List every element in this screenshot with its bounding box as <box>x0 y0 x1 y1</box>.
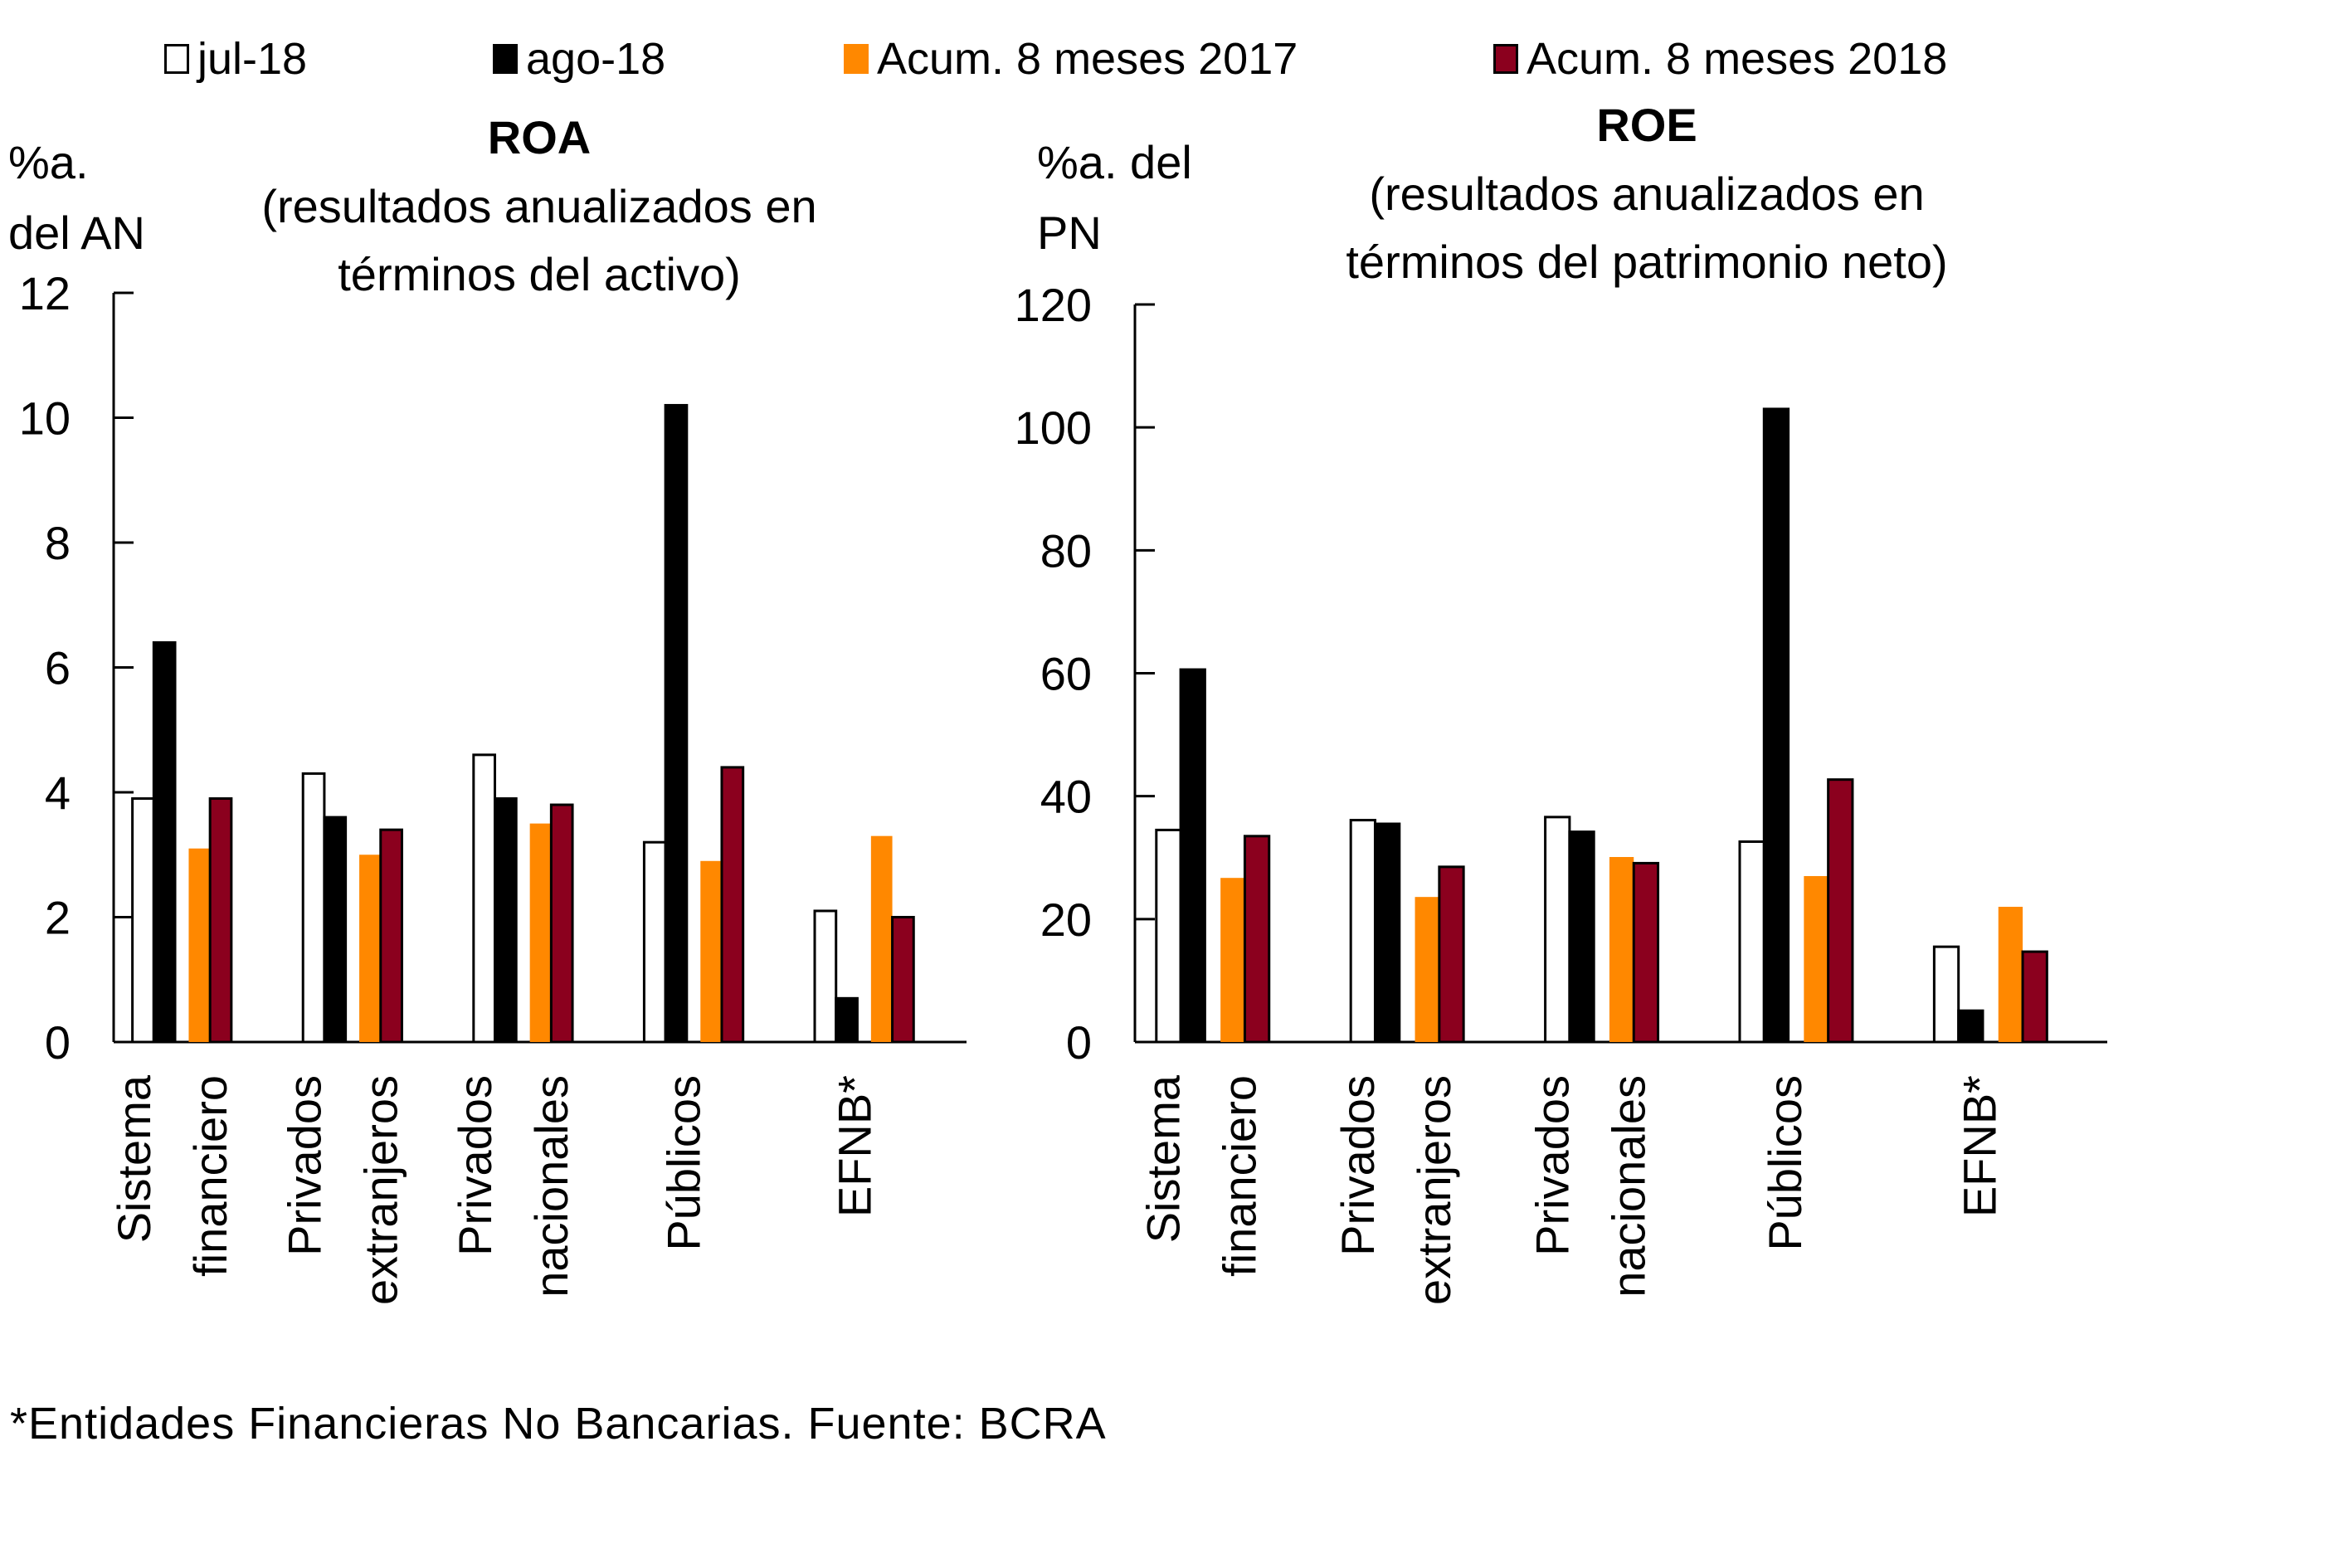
legend-item-acum-2017: Acum. 8 meses 2017 <box>844 33 1298 85</box>
roe-bar-acum-2018 <box>2021 950 2048 1044</box>
roe-bar-acum-2017 <box>1415 897 1439 1042</box>
roe-y-axis-label: %a. del <box>1037 136 1192 188</box>
roa-bar-acum-2017 <box>529 823 552 1042</box>
roa-bar-jul-18 <box>301 772 326 1044</box>
legend: jul-18 ago-18 Acum. 8 meses 2017 Acum. 8… <box>0 33 2352 91</box>
roe-x-tick-label: Públicos <box>1759 1075 1811 1251</box>
roe-y-tick-label: 40 <box>1040 771 1092 823</box>
roe-subtitle-line: términos del patrimonio neto) <box>1346 236 1947 288</box>
legend-label: ago-18 <box>526 34 666 84</box>
roa-y-tick-label: 0 <box>45 1016 71 1069</box>
roe-bar-acum-2017 <box>1609 857 1634 1042</box>
roe-bar-jul-18 <box>1349 819 1376 1044</box>
roa-x-tick-label: extranjeros <box>355 1075 407 1305</box>
roe-x-tick-label: Privados <box>1526 1075 1578 1256</box>
roe-y-tick-label: 0 <box>1066 1016 1092 1069</box>
roe-bar-jul-18 <box>1932 945 1960 1044</box>
roa-bar-ago-18 <box>494 797 518 1044</box>
roe-x-tick-label: financiero <box>1214 1075 1266 1277</box>
roa-bar-jul-18 <box>472 753 497 1044</box>
roa-bar-acum-2018 <box>549 803 574 1044</box>
roe-bar-acum-2017 <box>1998 907 2023 1042</box>
legend-label: Acum. 8 meses 2017 <box>877 34 1298 84</box>
roe-y-axis-label: PN <box>1037 207 1102 259</box>
roe-bar-ago-18 <box>1762 407 1790 1044</box>
legend-item-acum-2018: Acum. 8 meses 2018 <box>1493 33 1947 85</box>
roa-bar-acum-2018 <box>379 828 403 1044</box>
roe-subtitle-line: (resultados anualizados en <box>1369 168 1924 220</box>
legend-label: Acum. 8 meses 2018 <box>1527 34 1948 84</box>
roa-x-tick-label: financiero <box>184 1075 236 1277</box>
roa-bar-acum-2017 <box>700 860 722 1042</box>
roa-subtitle-line: (resultados anualizados en <box>261 180 816 232</box>
roe-bar-ago-18 <box>1568 830 1595 1044</box>
roa-bar-acum-2018 <box>891 916 915 1044</box>
roa-bar-jul-18 <box>642 840 667 1044</box>
roe-x-tick-label: EFNB* <box>1953 1075 2005 1217</box>
roa-y-tick-label: 2 <box>45 892 71 944</box>
roa-subtitle-line: términos del activo) <box>338 248 741 300</box>
roa-x-tick-label: nacionales <box>525 1075 577 1298</box>
roa-bar-jul-18 <box>813 909 838 1044</box>
legend-swatch-acum-2017 <box>844 44 869 74</box>
roe-y-tick-label: 120 <box>1015 279 1092 331</box>
roa-x-tick-label: Sistema <box>108 1074 160 1243</box>
roe-bar-acum-2018 <box>1632 861 1660 1044</box>
roe-x-tick-label: Sistema <box>1137 1074 1190 1243</box>
roe-bar-jul-18 <box>1738 840 1765 1044</box>
footnote: *Entidades Financieras No Bancarias. Fue… <box>10 1399 1107 1449</box>
roa-bar-jul-18 <box>131 797 155 1044</box>
roa-y-tick-label: 10 <box>19 392 71 445</box>
legend-item-jul-18: jul-18 <box>164 33 307 85</box>
roe-x-tick-label: extranjeros <box>1408 1075 1460 1305</box>
legend-swatch-ago-18 <box>493 44 518 74</box>
legend-label: jul-18 <box>197 34 308 84</box>
roa-bar-ago-18 <box>323 816 348 1044</box>
roa-bar-ago-18 <box>152 640 177 1044</box>
roa-x-tick-label: Privados <box>449 1075 501 1256</box>
legend-swatch-acum-2018 <box>1493 44 1518 74</box>
roa-x-tick-label: EFNB* <box>828 1075 880 1217</box>
legend-swatch-jul-18 <box>164 44 189 74</box>
roe-bar-ago-18 <box>1957 1009 1984 1044</box>
legend-item-ago-18: ago-18 <box>493 33 665 85</box>
roa-y-tick-label: 8 <box>45 517 71 569</box>
roa-bar-acum-2018 <box>208 797 233 1044</box>
roe-bar-ago-18 <box>1373 822 1401 1044</box>
roa-y-axis-label: %a. <box>8 136 89 188</box>
roa-title: ROA <box>488 111 591 163</box>
roa-y-tick-label: 12 <box>19 267 71 319</box>
roe-bar-jul-18 <box>1155 828 1182 1044</box>
roa-y-tick-label: 6 <box>45 642 71 694</box>
roa-x-tick-label: Públicos <box>658 1075 710 1251</box>
roe-bar-acum-2017 <box>1804 875 1829 1042</box>
roe-bar-acum-2017 <box>1220 878 1245 1042</box>
roe-y-tick-label: 100 <box>1015 402 1092 454</box>
roa-bar-acum-2018 <box>720 766 745 1044</box>
roe-y-tick-label: 20 <box>1040 894 1092 946</box>
roa-bar-ago-18 <box>664 403 689 1044</box>
roe-title: ROE <box>1596 99 1697 151</box>
roe-y-tick-label: 80 <box>1040 524 1092 577</box>
roe-bar-ago-18 <box>1179 668 1206 1044</box>
roa-bar-acum-2017 <box>870 835 893 1042</box>
roa-x-tick-label: Privados <box>279 1075 331 1256</box>
roa-bar-acum-2017 <box>359 855 381 1042</box>
roe-bar-acum-2018 <box>1827 778 1854 1044</box>
roe-y-tick-label: 60 <box>1040 648 1092 700</box>
roe-bar-jul-18 <box>1544 816 1571 1044</box>
roa-y-tick-label: 4 <box>45 767 71 819</box>
roa-bar-acum-2017 <box>188 848 211 1042</box>
roe-bar-acum-2018 <box>1243 835 1271 1044</box>
roa-y-axis-label: del AN <box>8 207 145 259</box>
roe-x-tick-label: nacionales <box>1602 1075 1654 1298</box>
roe-bar-acum-2018 <box>1438 865 1465 1044</box>
roe-x-tick-label: Privados <box>1332 1075 1384 1256</box>
roa-bar-ago-18 <box>835 996 859 1044</box>
